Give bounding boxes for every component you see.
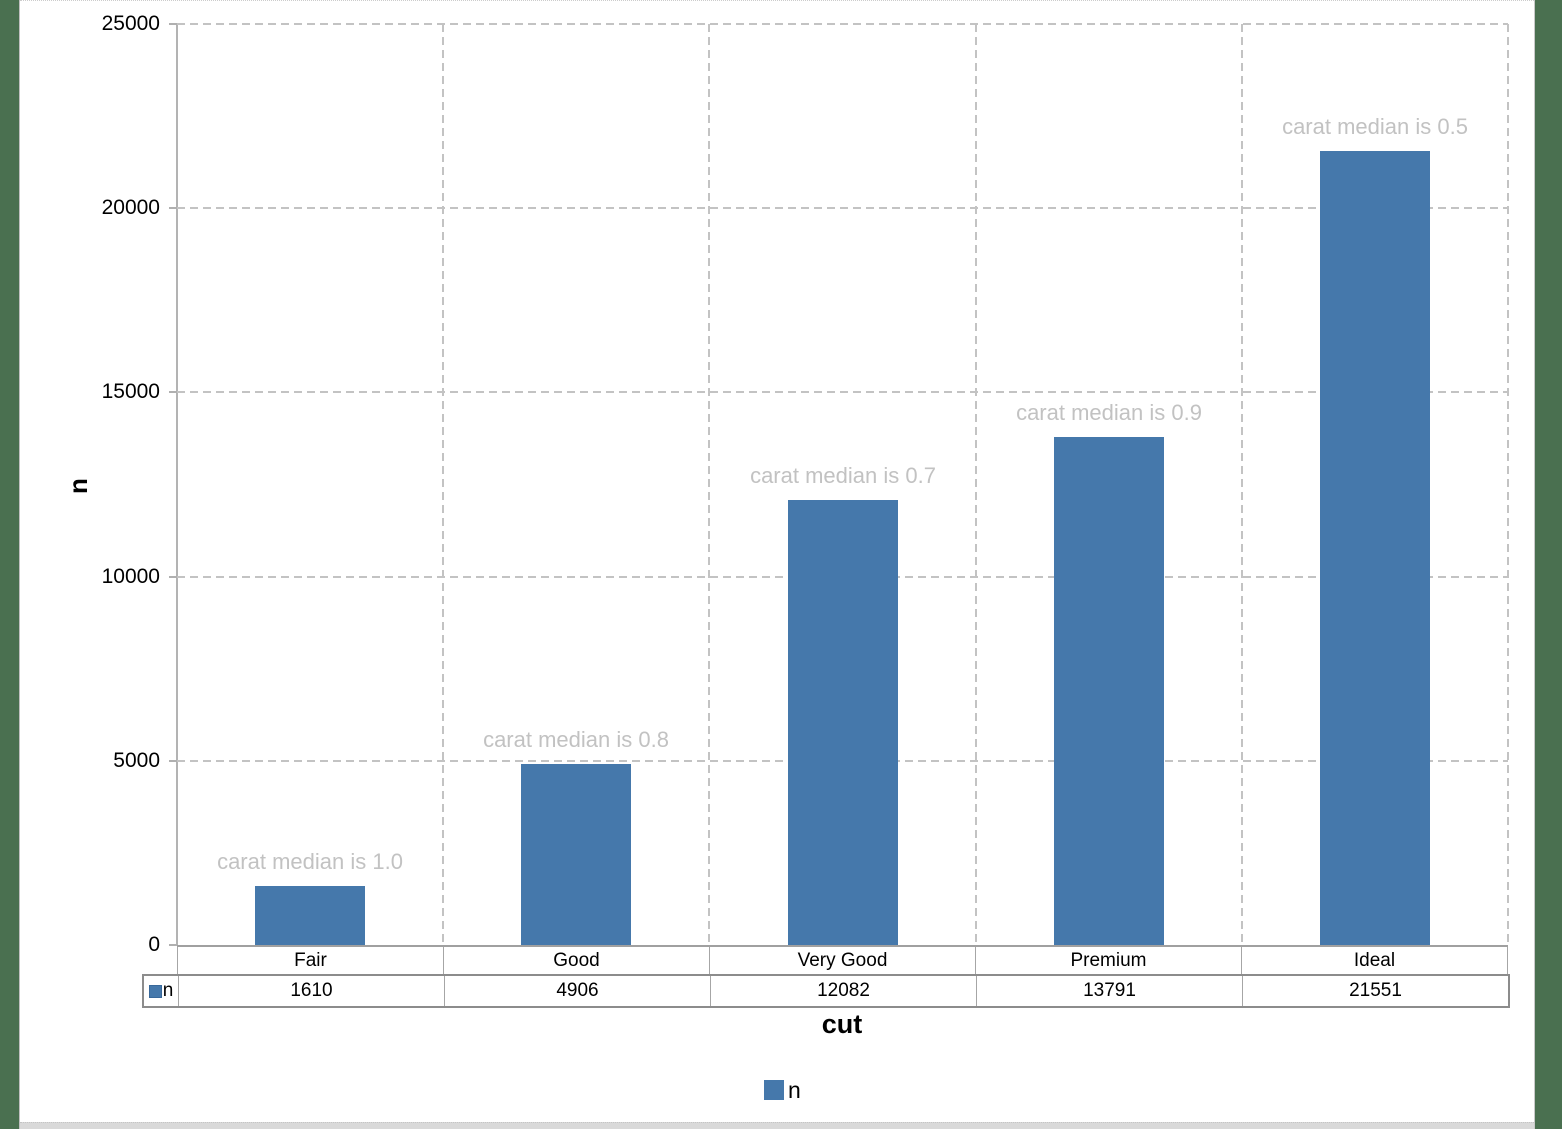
horizontal-gridline bbox=[177, 207, 1508, 209]
bar bbox=[788, 500, 898, 945]
y-tick-mark bbox=[169, 391, 177, 393]
value-cell: 12082 bbox=[711, 976, 977, 1006]
category-cell: Ideal bbox=[1242, 947, 1508, 975]
y-tick-label: 0 bbox=[148, 933, 160, 956]
category-header-row: Fair Good Very Good Premium Ideal bbox=[177, 947, 1508, 975]
bar-annotation: carat median is 0.7 bbox=[750, 463, 936, 488]
y-tick-label: 25000 bbox=[101, 12, 160, 35]
data-table-row: n 1610 4906 12082 13791 21551 bbox=[142, 974, 1510, 1008]
vertical-gridline bbox=[442, 24, 444, 945]
chart-surface: 0 5000 10000 15000 20000 25000 carat median is… bbox=[20, 0, 1534, 1122]
bar-annotation: carat median is 1.0 bbox=[217, 849, 403, 874]
series-key-label: n bbox=[162, 980, 174, 1001]
bar bbox=[521, 764, 631, 945]
value-cell: 4906 bbox=[445, 976, 711, 1006]
y-tick-mark bbox=[169, 207, 177, 209]
vertical-gridline bbox=[708, 24, 710, 945]
y-axis-title: n bbox=[63, 478, 93, 494]
bar bbox=[255, 886, 365, 945]
value-cell: 21551 bbox=[1349, 980, 1402, 1001]
horizontal-gridline bbox=[177, 391, 1508, 393]
x-axis-title: cut bbox=[821, 1009, 863, 1039]
series-swatch-icon bbox=[148, 984, 162, 998]
y-tick-label: 20000 bbox=[101, 196, 160, 219]
bar bbox=[1054, 437, 1164, 945]
frame-left-border bbox=[0, 0, 20, 1129]
frame-right-border bbox=[1534, 0, 1562, 1129]
category-cell: Good bbox=[444, 947, 710, 975]
chart-legend: n bbox=[764, 1077, 801, 1103]
vertical-gridline bbox=[1507, 24, 1509, 945]
y-tick-label: 15000 bbox=[101, 380, 160, 403]
y-tick-mark bbox=[169, 576, 177, 578]
vertical-gridline bbox=[1241, 24, 1243, 945]
category-cell: Premium bbox=[976, 947, 1242, 975]
horizontal-gridline bbox=[177, 23, 1508, 25]
y-axis-line bbox=[176, 24, 178, 945]
bar-annotation: carat median is 0.5 bbox=[1282, 114, 1468, 139]
bar-annotation: carat median is 0.9 bbox=[1016, 400, 1202, 425]
bar-annotation: carat median is 0.8 bbox=[483, 727, 669, 752]
y-tick-mark bbox=[169, 23, 177, 25]
y-tick-mark bbox=[169, 944, 177, 946]
y-tick-label: 10000 bbox=[101, 565, 160, 588]
y-tick-mark bbox=[169, 760, 177, 762]
category-cell: Very Good bbox=[710, 947, 976, 975]
value-cell: 1610 bbox=[179, 976, 445, 1006]
x-axis-line bbox=[177, 945, 1508, 947]
value-cell: 13791 bbox=[977, 976, 1243, 1006]
legend-key-cell: n bbox=[144, 976, 179, 1006]
y-tick-label: 5000 bbox=[113, 749, 160, 772]
bar bbox=[1320, 151, 1430, 945]
bottom-strip bbox=[20, 1122, 1534, 1129]
legend-swatch-icon bbox=[764, 1080, 784, 1100]
vertical-gridline bbox=[975, 24, 977, 945]
legend-label: n bbox=[788, 1077, 801, 1103]
category-cell: Fair bbox=[177, 947, 444, 975]
